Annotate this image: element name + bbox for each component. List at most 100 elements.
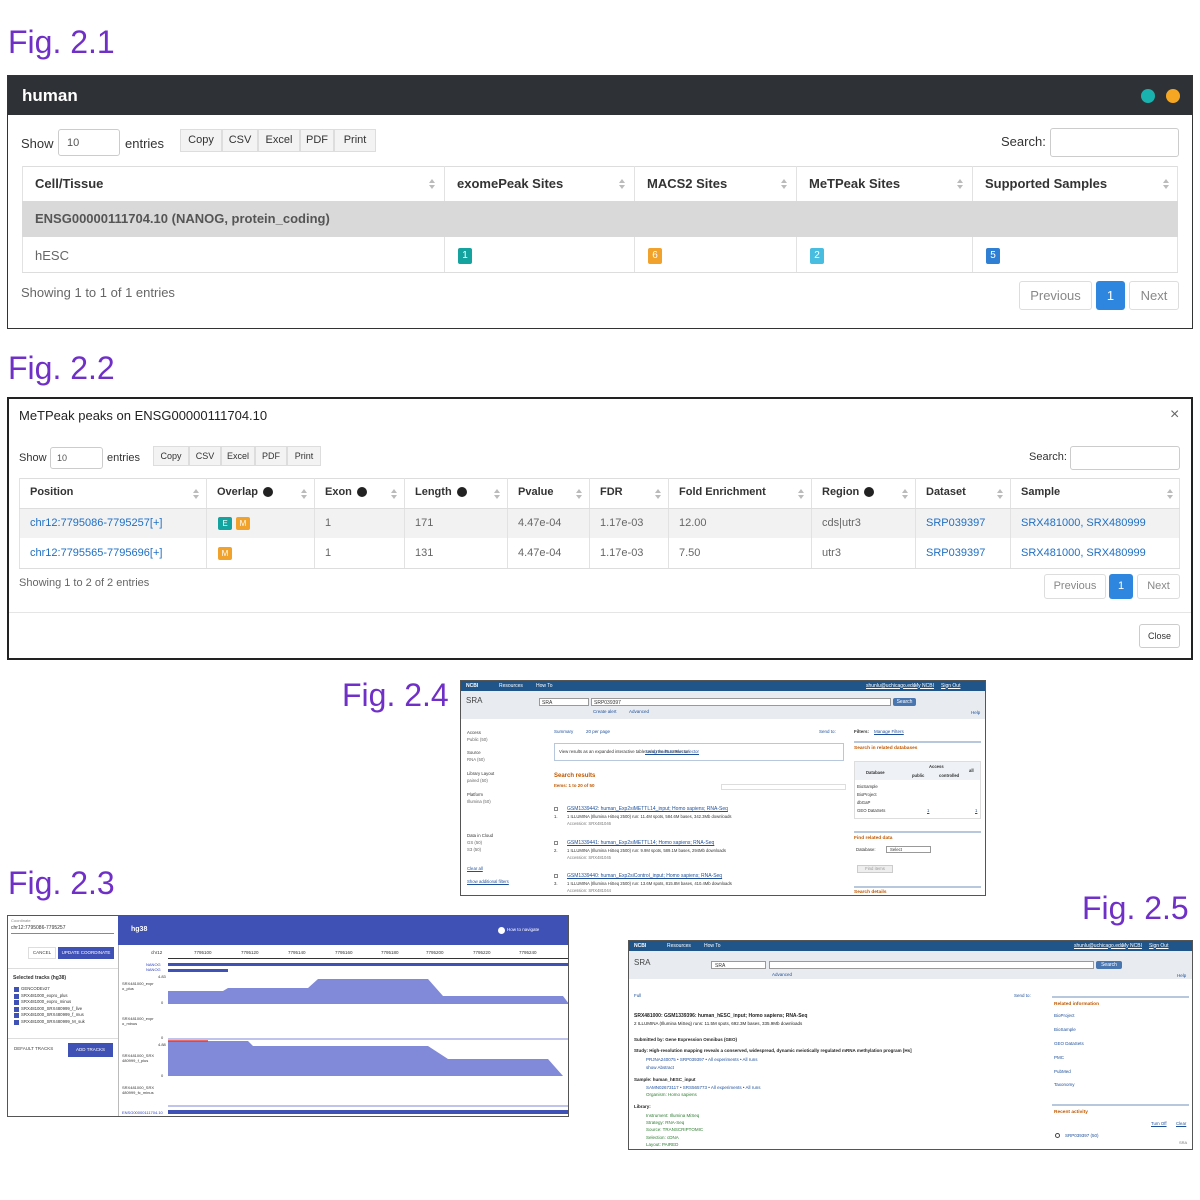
related-link[interactable]: PMC	[1054, 1055, 1064, 1060]
track-checkbox[interactable]	[14, 1013, 19, 1018]
cancel-button[interactable]: CANCEL	[28, 947, 56, 959]
column-header[interactable]: exomePeak Sites	[457, 176, 564, 191]
nav-item[interactable]: NCBI	[466, 682, 479, 689]
search-input[interactable]	[1050, 128, 1179, 157]
column-header[interactable]: Cell/Tissue	[35, 176, 104, 191]
overlap-badge[interactable]: E	[218, 517, 232, 530]
filter[interactable]: Access	[467, 730, 481, 735]
cell-link[interactable]: SRP039397	[926, 517, 986, 529]
toolbar-item[interactable]: Summary	[554, 729, 574, 734]
pager-button[interactable]: 1	[1096, 281, 1125, 310]
filter[interactable]: paired (50)	[467, 778, 488, 783]
cell-link[interactable]: chr12:7795565-7795696[+]	[30, 547, 163, 559]
db-select[interactable]: SRA	[539, 698, 589, 706]
column-header[interactable]: Sample	[1021, 486, 1061, 498]
pager-button[interactable]: Previous	[1019, 281, 1092, 310]
column-header[interactable]: Supported Samples	[985, 176, 1108, 191]
column-header[interactable]: MeTPeak Sites	[809, 176, 901, 191]
user-link[interactable]: Sign Out	[941, 682, 961, 689]
pager-button[interactable]: Next	[1137, 574, 1180, 599]
toolbar-item[interactable]: Send to:	[1014, 993, 1031, 998]
query-input[interactable]: SRP039397	[591, 698, 891, 706]
result-title[interactable]: GSM1339442: human_Exp2siMETTL14_input; H…	[567, 806, 728, 812]
track-checkbox[interactable]	[14, 1000, 19, 1005]
cell-link[interactable]: SRP039397	[926, 547, 986, 559]
cell-link[interactable]: SRX481000, SRX480999	[1021, 547, 1146, 559]
filter[interactable]: Clear all	[467, 866, 483, 871]
filter[interactable]: Source	[467, 750, 481, 755]
column-header[interactable]: Region	[822, 486, 860, 498]
nav-item[interactable]: Resources	[499, 682, 523, 689]
help-link[interactable]: Help	[1177, 973, 1187, 978]
close-button[interactable]: Close	[1139, 624, 1180, 648]
result-checkbox[interactable]	[554, 807, 558, 811]
related-link[interactable]: BioProject	[1054, 1013, 1075, 1018]
result-checkbox[interactable]	[554, 874, 558, 878]
result-title[interactable]: GSM1339440: human_Exp2siControl_input; H…	[567, 873, 723, 879]
db-select[interactable]: SRA	[711, 961, 766, 969]
notice-link[interactable]: Send results to Run selector	[645, 749, 699, 754]
filter[interactable]: Library Layout	[467, 771, 495, 776]
recent-link[interactable]: Turn Off	[1151, 1121, 1167, 1126]
export-button[interactable]: Print	[334, 129, 376, 152]
related-link[interactable]: GEO DataSets	[1054, 1041, 1084, 1046]
filter[interactable]: S3 (50)	[467, 847, 482, 852]
overlap-badge[interactable]: M	[218, 547, 232, 560]
track-checkbox[interactable]	[14, 1006, 19, 1012]
track-checkbox[interactable]	[14, 1019, 19, 1025]
toolbar-item[interactable]: Full	[634, 993, 642, 998]
export-button[interactable]: Print	[287, 446, 321, 466]
export-button[interactable]: Copy	[153, 446, 189, 466]
toolbar-item[interactable]: Send to:	[819, 729, 836, 734]
filter[interactable]: Show additional filters	[467, 879, 509, 884]
column-header[interactable]: Exon	[325, 486, 352, 498]
search-input[interactable]	[1070, 446, 1180, 470]
export-button[interactable]: Excel	[258, 129, 300, 152]
length-select[interactable]: 10	[50, 447, 103, 469]
result-checkbox[interactable]	[554, 841, 558, 845]
pager-button[interactable]: Previous	[1044, 574, 1106, 599]
user-link[interactable]: Sign Out	[1149, 942, 1169, 949]
column-header[interactable]: MACS2 Sites	[647, 176, 728, 191]
db-count[interactable]: 1	[975, 808, 978, 813]
site-badge[interactable]: 5	[986, 248, 1000, 264]
default-tracks[interactable]: DEFAULT TRACKS	[14, 1046, 54, 1051]
help-icon[interactable]	[498, 927, 505, 934]
export-button[interactable]: PDF	[300, 129, 334, 152]
update-button[interactable]: UPDATE COORDINATE	[58, 947, 114, 959]
column-header[interactable]: Overlap	[217, 486, 258, 498]
export-button[interactable]: Copy	[180, 129, 222, 152]
pager-button[interactable]: 1	[1109, 574, 1133, 599]
search-link[interactable]: Create alert	[593, 709, 617, 714]
user-link[interactable]: shunlu@uchicago.edu	[1074, 942, 1124, 949]
overlap-badge[interactable]: M	[236, 517, 250, 530]
site-badge[interactable]: 1	[458, 248, 472, 264]
user-link[interactable]: shunlu@uchicago.edu	[866, 682, 916, 689]
track-checkbox[interactable]	[14, 993, 19, 999]
column-header[interactable]: Dataset	[926, 486, 966, 498]
toolbar-item[interactable]: 20 per page	[586, 729, 611, 734]
database-select[interactable]: Select	[886, 846, 931, 853]
related-link[interactable]: PubMed	[1054, 1069, 1071, 1074]
collapse-icon[interactable]	[1166, 89, 1180, 103]
help-link[interactable]: Help	[971, 710, 981, 715]
column-header[interactable]: Pvalue	[518, 486, 554, 498]
recent-link[interactable]: Clear	[1176, 1121, 1187, 1126]
export-button[interactable]: CSV	[222, 129, 258, 152]
nav-item[interactable]: How To	[536, 682, 553, 689]
add-tracks-button[interactable]: ADD TRACKS	[68, 1043, 113, 1057]
search-button[interactable]: Search	[1096, 961, 1122, 969]
db-count[interactable]: 1	[927, 808, 930, 813]
nav-item[interactable]: Resources	[667, 942, 691, 949]
column-header[interactable]: FDR	[600, 486, 623, 498]
result-title[interactable]: GSM1339441: human_Exp2siMETTL14; Homo sa…	[567, 840, 715, 846]
filter[interactable]: GS (50)	[467, 840, 483, 845]
site-badge[interactable]: 2	[810, 248, 824, 264]
filter[interactable]: Public (50)	[467, 737, 488, 742]
site-badge[interactable]: 6	[648, 248, 662, 264]
cell-link[interactable]: chr12:7795086-7795257[+]	[30, 517, 163, 529]
column-header[interactable]: Length	[415, 486, 452, 498]
user-link[interactable]: My NCBI	[914, 682, 934, 689]
related-link[interactable]: BioSample	[1054, 1027, 1076, 1032]
pager-button[interactable]: Next	[1129, 281, 1179, 310]
